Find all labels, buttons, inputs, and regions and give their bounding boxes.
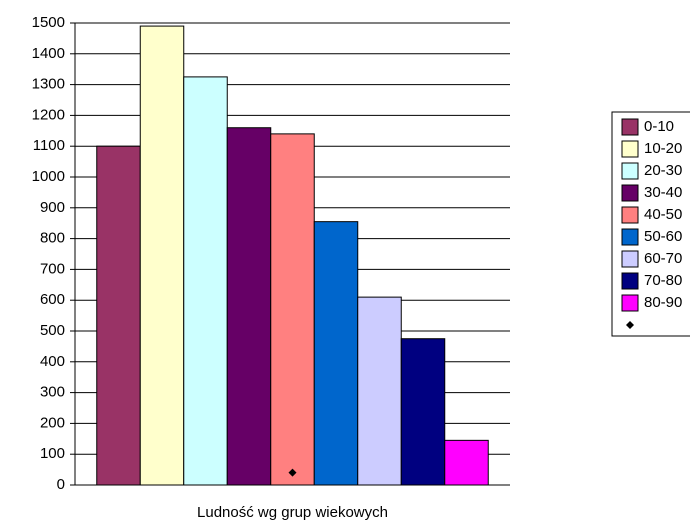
legend-label: 30-40 bbox=[644, 184, 682, 201]
y-tick-label: 1200 bbox=[32, 106, 65, 123]
bar bbox=[444, 439, 489, 486]
bar bbox=[270, 133, 315, 486]
legend-marker bbox=[626, 321, 634, 329]
y-tick-label: 1500 bbox=[32, 14, 65, 31]
y-tick-label: 1300 bbox=[32, 76, 65, 93]
y-tick-label: 800 bbox=[40, 230, 65, 247]
legend-swatch bbox=[621, 118, 639, 136]
legend-label: 70-80 bbox=[644, 272, 682, 289]
legend-swatch bbox=[621, 228, 639, 246]
y-tick-label: 0 bbox=[57, 476, 65, 493]
bar bbox=[357, 296, 402, 486]
y-tick-label: 700 bbox=[40, 260, 65, 277]
legend-swatch bbox=[621, 294, 639, 312]
y-tick-label: 400 bbox=[40, 353, 65, 370]
legend-swatch bbox=[621, 250, 639, 268]
legend-swatch bbox=[621, 184, 639, 202]
x-tick-label: Ludność wg grup wiekowych bbox=[197, 504, 388, 521]
legend-label: 20-30 bbox=[644, 162, 682, 179]
legend-swatch bbox=[621, 140, 639, 158]
legend-swatch bbox=[621, 272, 639, 290]
legend-label: 0-10 bbox=[644, 118, 674, 135]
y-tick-label: 900 bbox=[40, 199, 65, 216]
legend-label: 60-70 bbox=[644, 250, 682, 267]
y-tick-label: 200 bbox=[40, 414, 65, 431]
legend-label: 40-50 bbox=[644, 206, 682, 223]
y-tick-label: 1400 bbox=[32, 45, 65, 62]
bar bbox=[313, 221, 359, 486]
legend-label: 80-90 bbox=[644, 294, 682, 311]
legend-swatch bbox=[621, 162, 639, 180]
legend-label: 10-20 bbox=[644, 140, 682, 157]
bar bbox=[183, 76, 228, 486]
bar bbox=[96, 145, 141, 486]
bar bbox=[139, 25, 185, 486]
bar bbox=[400, 338, 446, 486]
y-tick-label: 1000 bbox=[32, 168, 65, 185]
y-tick-label: 600 bbox=[40, 291, 65, 308]
bar bbox=[226, 127, 272, 486]
legend-swatch bbox=[621, 206, 639, 224]
y-tick-label: 300 bbox=[40, 384, 65, 401]
y-tick-label: 100 bbox=[40, 445, 65, 462]
legend-label: 50-60 bbox=[644, 228, 682, 245]
y-tick-label: 500 bbox=[40, 322, 65, 339]
y-tick-label: 1100 bbox=[33, 137, 65, 154]
marker bbox=[288, 468, 297, 477]
